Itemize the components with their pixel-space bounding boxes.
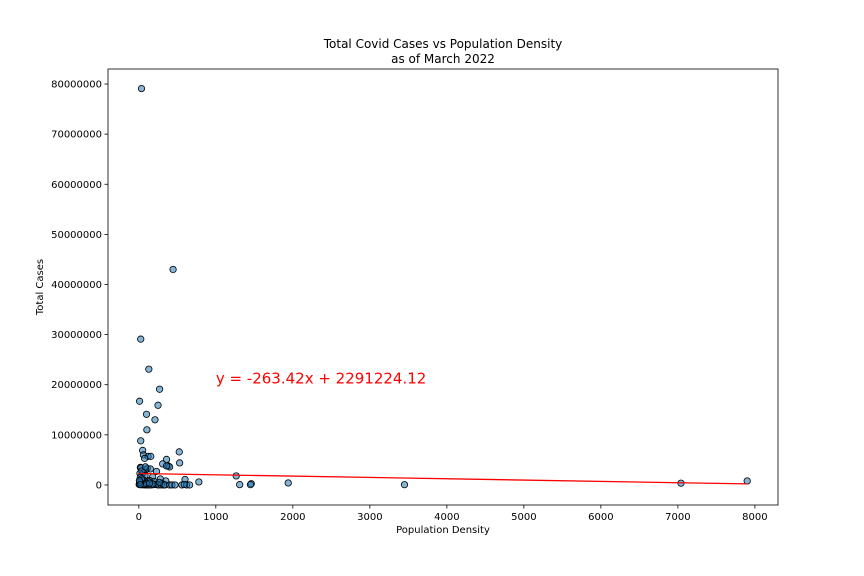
data-point (175, 448, 183, 456)
data-point (156, 385, 164, 393)
y-tick-label: 20000000 (51, 380, 102, 391)
y-axis-ticks: 0 10000000 20000000 30000000 40000000 5000000… (51, 80, 108, 491)
data-point (143, 426, 151, 434)
scatter-points (135, 84, 751, 489)
data-point (743, 477, 751, 485)
data-point (400, 481, 409, 489)
data-point (154, 401, 162, 409)
data-point (135, 397, 144, 405)
x-tick-label: 3000 (357, 512, 382, 523)
x-tick-label: 6000 (588, 512, 613, 523)
y-tick-label: 70000000 (51, 130, 102, 141)
x-tick-label: 7000 (665, 512, 690, 523)
data-point (145, 479, 154, 487)
y-tick-label: 60000000 (51, 180, 102, 191)
data-point (171, 481, 179, 489)
regression-line (138, 472, 748, 485)
data-point (232, 472, 240, 480)
x-tick-label: 2000 (280, 512, 305, 523)
x-tick-label: 0 (136, 512, 142, 523)
data-point (156, 478, 164, 487)
data-point (236, 481, 244, 489)
data-point (246, 481, 255, 489)
data-point (145, 365, 153, 373)
data-point (180, 480, 188, 489)
y-tick-label: 10000000 (51, 430, 102, 441)
data-point (195, 478, 203, 486)
y-tick-label: 30000000 (51, 330, 102, 341)
data-point (147, 452, 155, 460)
data-point (137, 437, 145, 445)
data-point (176, 459, 184, 467)
plot-area: 0 1000 2000 3000 4000 5000 6000 7000 8000 0 10000… (51, 68, 779, 523)
y-tick-label: 0 (96, 480, 102, 491)
data-point (152, 467, 161, 476)
plot-frame (107, 68, 779, 506)
data-point (140, 454, 149, 462)
x-tick-label: 8000 (742, 512, 767, 523)
x-axis-ticks: 0 1000 2000 3000 4000 5000 6000 7000 8000 (136, 505, 768, 523)
regression-equation-annotation: y = -263.42x + 2291224.12 (216, 370, 427, 388)
y-tick-label: 40000000 (51, 280, 102, 291)
y-tick-label: 50000000 (51, 230, 102, 241)
y-tick-label: 80000000 (51, 80, 102, 91)
data-point (151, 416, 159, 424)
data-point (284, 479, 292, 487)
x-tick-label: 4000 (434, 512, 459, 523)
data-point (162, 462, 171, 470)
data-point (137, 84, 146, 93)
data-point (137, 335, 145, 343)
data-point (136, 481, 144, 489)
data-point (141, 463, 149, 471)
chart-subtitle: as of March 2022 (391, 52, 495, 66)
x-axis-label: Population Density (396, 525, 490, 536)
chart-title: Total Covid Cases vs Population Density (323, 37, 563, 51)
data-point (169, 265, 177, 274)
y-axis-label: Total Cases (35, 259, 46, 316)
x-tick-label: 5000 (511, 512, 536, 523)
x-tick-label: 1000 (203, 512, 228, 523)
data-point (142, 410, 151, 418)
